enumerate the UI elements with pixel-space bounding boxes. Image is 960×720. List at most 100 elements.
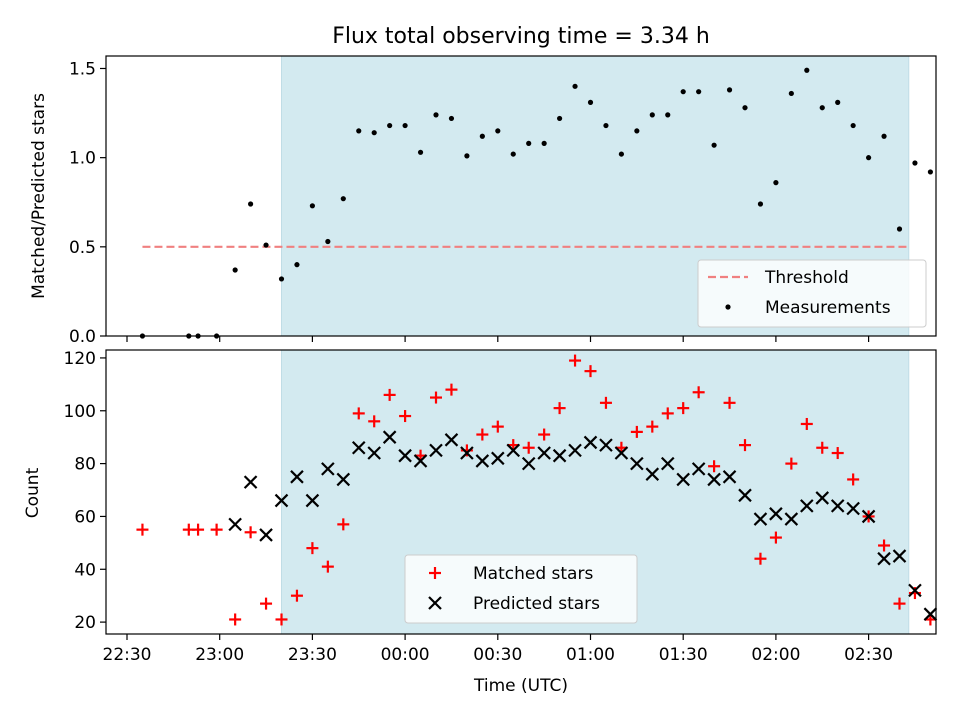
bottom-legend-box [404,554,638,624]
predicted-legend-label: Predicted stars [473,594,600,614]
measurement-point [294,262,300,268]
measurement-point [788,90,794,97]
predicted-star-point [769,507,783,521]
predicted-star-point [259,528,273,542]
matched-star-point [210,523,223,536]
predicted-star-point [568,443,582,458]
predicted-star-point [645,467,660,481]
measurement-point [309,203,315,209]
matched-star-point [831,447,844,460]
predicted-star-point [506,443,521,458]
measurement-point [835,99,841,105]
matched-star-point [445,383,458,396]
matched-star-point [244,526,257,539]
matched-star-point [383,388,396,401]
measurement-point [526,140,532,146]
measurement-point [448,115,455,122]
measurement-point [263,242,269,248]
predicted-star-point [444,433,459,447]
predicted-star-point [784,512,799,526]
x-axis-label: Time (UTC) [473,676,568,696]
predicted-star-point [738,488,752,503]
predicted-star-point [691,462,706,476]
matched-star-point [723,396,736,409]
predicted-star-point [722,470,737,484]
matched-stars-points [136,354,937,626]
bottom-y-tick-label: 100 [64,402,96,422]
measurement-point [804,67,810,73]
threshold-legend-label: Threshold [764,268,849,288]
measurement-point [510,151,516,157]
measurement-point [371,130,377,136]
measurement-point [495,128,501,134]
matched-star-point [646,420,659,433]
matched-legend-label: Matched stars [473,564,593,584]
predicted-star-point [676,472,690,487]
matched-star-point [538,428,551,441]
predicted-star-point [830,499,845,513]
predicted-star-point [846,501,860,516]
x-tick-label: 00:30 [473,645,522,665]
bottom-y-tick-label: 20 [74,613,96,633]
x-tick-label: 23:30 [288,645,337,665]
x-tick-label: 02:30 [844,645,893,665]
predicted-star-point [707,472,721,487]
measurement-point [773,180,779,186]
matched-legend-swatch [429,567,441,579]
top-y-tick-label: 1.0 [69,149,96,169]
predicted-star-point [800,499,814,513]
bottom-y-tick-label: 80 [74,455,96,475]
measurement-point [726,87,733,93]
matched-star-point [878,539,891,552]
matched-star-point [661,407,674,420]
matched-star-point [847,473,860,486]
matched-star-point [754,552,767,565]
predicted-star-point [614,446,629,460]
measurement-point [587,99,594,105]
measurement-point [464,153,470,159]
measurement-point [433,112,439,118]
x-tick-label: 02:00 [751,645,800,665]
predicted-star-point [892,549,907,563]
measurement-point [850,122,856,129]
matched-star-point [708,460,721,473]
bottom-y-axis-label: Count [23,467,43,518]
top-panel: 0.0 0.5 1.0 1.5 Matched/Predicted stars Thr… [29,55,937,347]
matched-star-point [893,597,906,610]
predicted-stars-points [228,430,938,621]
predicted-star-point [877,551,891,566]
predicted-star-point [475,454,490,468]
measurement-point [572,83,578,89]
predicted-star-point [460,446,474,460]
measurement-point [417,149,424,155]
measurement-point [896,226,903,232]
matched-star-point [399,410,412,423]
predicted-star-point [321,462,335,476]
matched-star-point [430,391,442,404]
matched-star-point [692,386,705,399]
predicted-star-point [660,456,675,471]
measurement-point [912,160,918,166]
predicted-star-point [583,435,598,450]
top-y-axis-label: Matched/Predicted stars [29,93,49,299]
measurement-point [665,112,671,118]
matched-star-point [599,396,612,409]
matched-star-point [476,428,489,441]
predicted-star-point [861,509,876,524]
predicted-legend-swatch [428,596,442,610]
chart-title: Flux total observing time = 3.34 h [332,24,710,49]
predicted-star-point [398,448,412,463]
bottom-y-ticks: 20 40 60 80 100 120 [64,349,106,633]
matched-star-point [229,613,242,626]
top-y-tick-label: 0.5 [69,238,96,258]
measurement-point [603,122,609,129]
predicted-star-point [274,493,289,508]
x-tick-label: 00:00 [381,645,430,665]
predicted-star-point [351,440,366,455]
predicted-star-point [382,430,397,444]
predicted-star-point [521,456,536,471]
predicted-star-point [336,472,351,487]
matched-star-point [321,560,334,573]
matched-star-point [290,589,303,602]
